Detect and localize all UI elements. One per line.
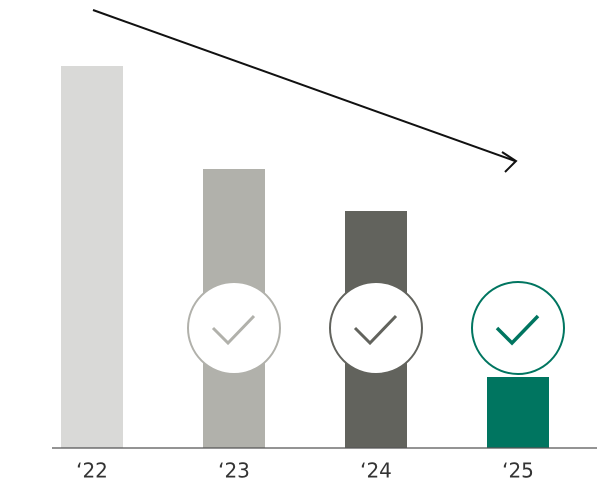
- arrow-head: [501, 151, 518, 173]
- x-tick-label: ‘24: [360, 459, 392, 483]
- check-badge: [471, 281, 565, 375]
- check-badge: [329, 281, 423, 375]
- x-tick-label: ‘25: [502, 459, 534, 483]
- bar: [61, 66, 123, 448]
- check-badge: [187, 281, 281, 375]
- x-tick-label: ‘22: [76, 459, 108, 483]
- trend-arrow: [92, 9, 516, 162]
- x-tick-label: ‘23: [218, 459, 250, 483]
- bars: [61, 66, 549, 448]
- bar: [487, 377, 549, 448]
